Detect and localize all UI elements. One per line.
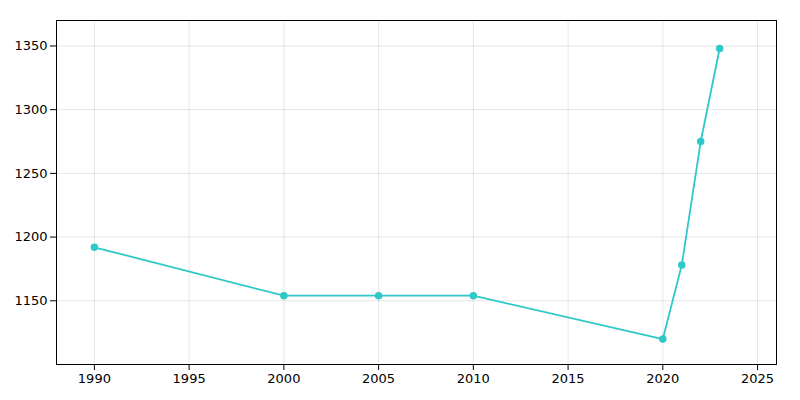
svg-text:1250: 1250 [14,166,47,181]
svg-text:2005: 2005 [362,371,395,386]
svg-text:1990: 1990 [78,371,111,386]
svg-text:1200: 1200 [14,229,47,244]
svg-text:2015: 2015 [552,371,585,386]
svg-text:1995: 1995 [173,371,206,386]
svg-text:2020: 2020 [646,371,679,386]
svg-text:2010: 2010 [457,371,490,386]
svg-text:1350: 1350 [14,38,47,53]
svg-text:1150: 1150 [14,293,47,308]
svg-text:1300: 1300 [14,102,47,117]
svg-text:2025: 2025 [741,371,774,386]
svg-text:2000: 2000 [267,371,300,386]
